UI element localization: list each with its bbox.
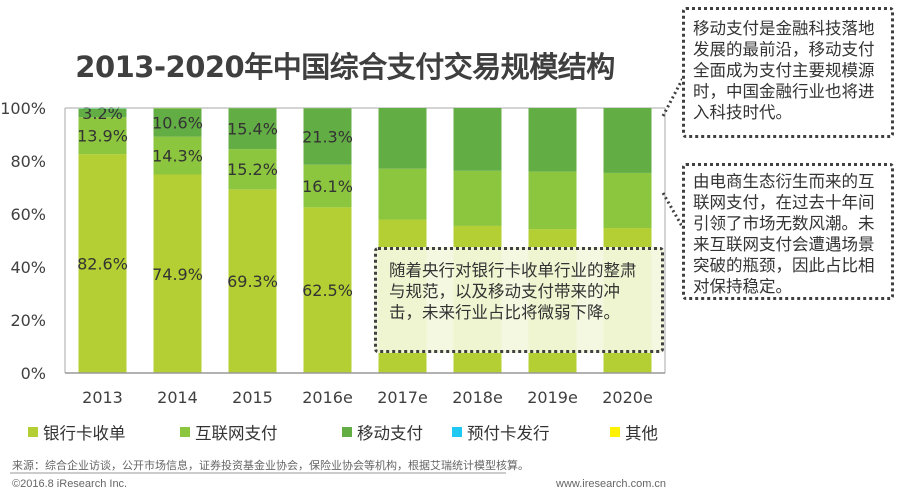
x-tick-label: 2014: [157, 388, 198, 407]
callout-bank-card: 随着央行对银行卡收单行业的整肃与规范，以及移动支付带来的冲击，未来行业占比将微弱…: [374, 247, 664, 353]
legend-swatch: [452, 427, 462, 437]
data-label: 82.6%: [77, 255, 128, 274]
bar-segment: [303, 207, 352, 373]
legend-swatch: [28, 427, 38, 437]
y-tick-label: 100%: [0, 99, 46, 118]
bar-segment: [603, 108, 652, 173]
x-tick-label: 2016e: [302, 388, 353, 407]
data-label: 62.5%: [302, 281, 353, 300]
source-note: 来源：综合企业访谈，公开市场信息，证券投资基金业协会，保险业协会等机构，根据艾瑞…: [12, 459, 529, 472]
bar-segment: [378, 108, 427, 169]
x-tick-label: 2020e: [602, 388, 653, 407]
legend-label: 其他: [625, 424, 658, 443]
website: www.iresearch.com.cn: [556, 478, 667, 490]
data-label: 15.2%: [227, 160, 278, 179]
y-tick-label: 0%: [21, 364, 46, 383]
bar-segment: [453, 170, 502, 226]
x-tick-label: 2013: [82, 388, 123, 407]
legend-item: 其他: [610, 420, 658, 444]
legend-label: 预付卡发行: [467, 424, 550, 443]
legend-item: 移动支付: [342, 420, 423, 444]
callout-mobile-payment: 移动支付是金融科技落地发展的最前沿，移动支付全面成为支付主要规模源时，中国金融行…: [682, 7, 894, 138]
callout-connector: [661, 192, 685, 229]
y-tick-label: 40%: [10, 258, 46, 277]
stacked-bar-chart: 0% 20% 40% 60% 80% 100% 82.6% 13.9% 3.2% 2013 74.9…: [0, 77, 685, 407]
callout-internet-payment: 由电商生态衍生而来的互联网支付，在过去十年间引领了市场无数风潮。未来互联网支付会…: [682, 163, 894, 300]
legend-label: 银行卡收单: [43, 424, 126, 443]
y-tick-label: 80%: [10, 152, 46, 171]
bar-segment: [78, 108, 127, 118]
legend-label: 互联网支付: [195, 424, 278, 443]
bar-segment: [528, 171, 577, 230]
divider: [10, 472, 506, 474]
chart-title: 2013-2020年中国综合支付交易规模结构: [75, 50, 615, 84]
copyright: ©2016.8 iResearch Inc.: [12, 478, 128, 490]
data-label: 16.1%: [302, 177, 353, 196]
y-tick-label: 20%: [10, 311, 46, 330]
data-label: 15.4%: [227, 120, 278, 139]
legend-label: 移动支付: [357, 424, 423, 443]
legend-item: 预付卡发行: [452, 420, 550, 444]
bar-segment: [303, 164, 352, 208]
data-label: 3.2%: [82, 104, 123, 123]
bar-segment: [78, 117, 127, 155]
bar-segment: [153, 136, 202, 175]
legend-item: 互联网支付: [180, 420, 278, 444]
bar-segment: [153, 174, 202, 373]
data-label: 14.3%: [152, 147, 203, 166]
bar-segment: [453, 108, 502, 171]
bar-segment: [228, 189, 277, 373]
legend-swatch: [342, 427, 352, 437]
data-label: 69.3%: [227, 272, 278, 291]
legend: 银行卡收单 互联网支付 移动支付 预付卡发行 其他: [20, 420, 720, 444]
bar-segment: [228, 149, 277, 190]
x-tick-label: 2019e: [527, 388, 578, 407]
legend-item: 银行卡收单: [28, 420, 126, 444]
bar-segment: [528, 108, 577, 172]
y-tick-label: 60%: [10, 205, 46, 224]
legend-swatch: [610, 427, 620, 437]
bar-segment: [228, 108, 277, 150]
bar-segment: [78, 108, 127, 109]
data-label: 74.9%: [152, 265, 203, 284]
callout-connector: [661, 77, 685, 117]
bar-segment: [303, 108, 352, 165]
x-tick-label: 2015: [232, 388, 273, 407]
data-label: 21.3%: [302, 127, 353, 146]
bar-segment: [603, 172, 652, 229]
x-tick-label: 2018e: [452, 388, 503, 407]
bar-segment: [78, 154, 127, 373]
x-tick-label: 2017e: [377, 388, 428, 407]
data-label: 13.9%: [77, 127, 128, 146]
data-label: 10.6%: [152, 114, 203, 133]
bar-segment: [378, 168, 427, 220]
bar-segment: [153, 108, 202, 137]
legend-swatch: [180, 427, 190, 437]
